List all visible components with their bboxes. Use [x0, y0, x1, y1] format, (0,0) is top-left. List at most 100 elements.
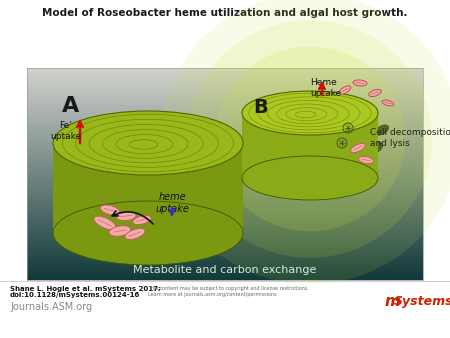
Text: A: A: [62, 96, 79, 116]
Ellipse shape: [375, 125, 389, 135]
Polygon shape: [27, 262, 423, 264]
Ellipse shape: [188, 20, 432, 258]
Ellipse shape: [53, 201, 243, 265]
Ellipse shape: [125, 228, 145, 240]
Polygon shape: [27, 76, 423, 79]
Text: heme
uptake: heme uptake: [155, 192, 189, 214]
Ellipse shape: [351, 143, 365, 153]
Polygon shape: [27, 190, 423, 193]
Polygon shape: [27, 185, 423, 187]
Polygon shape: [27, 216, 423, 219]
Polygon shape: [27, 129, 423, 131]
Polygon shape: [27, 240, 423, 243]
Polygon shape: [27, 87, 423, 89]
Polygon shape: [27, 81, 423, 84]
Polygon shape: [27, 238, 423, 240]
Ellipse shape: [369, 90, 381, 97]
Polygon shape: [242, 113, 378, 178]
Polygon shape: [27, 211, 423, 214]
Polygon shape: [27, 134, 423, 137]
Polygon shape: [27, 124, 423, 126]
Polygon shape: [27, 182, 423, 185]
Polygon shape: [27, 147, 423, 150]
Polygon shape: [27, 219, 423, 222]
Polygon shape: [27, 224, 423, 227]
Ellipse shape: [160, 0, 450, 284]
Text: Cell decomposition
and lysis: Cell decomposition and lysis: [370, 128, 450, 148]
Polygon shape: [27, 171, 423, 174]
Polygon shape: [27, 200, 423, 203]
Polygon shape: [27, 251, 423, 254]
Text: Heme
uptake: Heme uptake: [310, 78, 341, 98]
Polygon shape: [27, 222, 423, 224]
Ellipse shape: [100, 205, 120, 215]
Polygon shape: [27, 195, 423, 198]
Ellipse shape: [364, 159, 375, 167]
Polygon shape: [27, 116, 423, 118]
Polygon shape: [27, 264, 423, 267]
Polygon shape: [27, 166, 423, 169]
Polygon shape: [27, 214, 423, 216]
Polygon shape: [27, 230, 423, 232]
Polygon shape: [27, 206, 423, 209]
Polygon shape: [27, 84, 423, 87]
Text: Metabolite and carbon exchange: Metabolite and carbon exchange: [133, 265, 317, 275]
Polygon shape: [27, 209, 423, 211]
Polygon shape: [27, 142, 423, 145]
Polygon shape: [27, 118, 423, 121]
Text: B: B: [253, 98, 268, 117]
Polygon shape: [27, 245, 423, 248]
Polygon shape: [27, 113, 423, 116]
Polygon shape: [27, 254, 423, 256]
Text: Journals.ASM.org: Journals.ASM.org: [10, 302, 92, 312]
Polygon shape: [27, 140, 423, 142]
Ellipse shape: [109, 226, 131, 236]
Ellipse shape: [116, 212, 136, 221]
Polygon shape: [27, 267, 423, 269]
Ellipse shape: [133, 215, 151, 224]
Polygon shape: [27, 235, 423, 238]
Polygon shape: [27, 243, 423, 245]
Polygon shape: [27, 102, 423, 105]
Polygon shape: [27, 169, 423, 171]
Polygon shape: [27, 163, 423, 166]
Polygon shape: [27, 256, 423, 259]
Polygon shape: [53, 143, 243, 233]
Polygon shape: [27, 158, 423, 161]
Ellipse shape: [359, 156, 374, 164]
Polygon shape: [27, 111, 423, 113]
Polygon shape: [27, 193, 423, 195]
Ellipse shape: [215, 47, 405, 232]
Polygon shape: [27, 137, 423, 140]
Polygon shape: [27, 227, 423, 230]
Polygon shape: [27, 155, 423, 158]
Polygon shape: [27, 153, 423, 155]
Polygon shape: [27, 79, 423, 81]
Polygon shape: [27, 108, 423, 111]
Ellipse shape: [353, 80, 367, 86]
Polygon shape: [27, 150, 423, 153]
Polygon shape: [27, 68, 423, 71]
Ellipse shape: [382, 100, 394, 106]
Polygon shape: [27, 126, 423, 129]
Polygon shape: [27, 89, 423, 92]
Polygon shape: [27, 203, 423, 206]
Ellipse shape: [242, 91, 378, 135]
Polygon shape: [27, 179, 423, 182]
Text: m: m: [385, 293, 401, 309]
Polygon shape: [27, 232, 423, 235]
Polygon shape: [27, 71, 423, 73]
Polygon shape: [27, 198, 423, 200]
Polygon shape: [27, 259, 423, 262]
Polygon shape: [27, 92, 423, 95]
Ellipse shape: [53, 111, 243, 175]
Polygon shape: [27, 272, 423, 275]
Polygon shape: [27, 97, 423, 100]
Text: doi:10.1128/mSystems.00124-16: doi:10.1128/mSystems.00124-16: [10, 292, 140, 298]
Polygon shape: [27, 73, 423, 76]
Polygon shape: [27, 105, 423, 108]
Text: This content may be subject to copyright and license restrictions.
Learn more at: This content may be subject to copyright…: [148, 286, 309, 297]
Polygon shape: [27, 145, 423, 147]
Polygon shape: [27, 95, 423, 97]
Polygon shape: [27, 187, 423, 190]
